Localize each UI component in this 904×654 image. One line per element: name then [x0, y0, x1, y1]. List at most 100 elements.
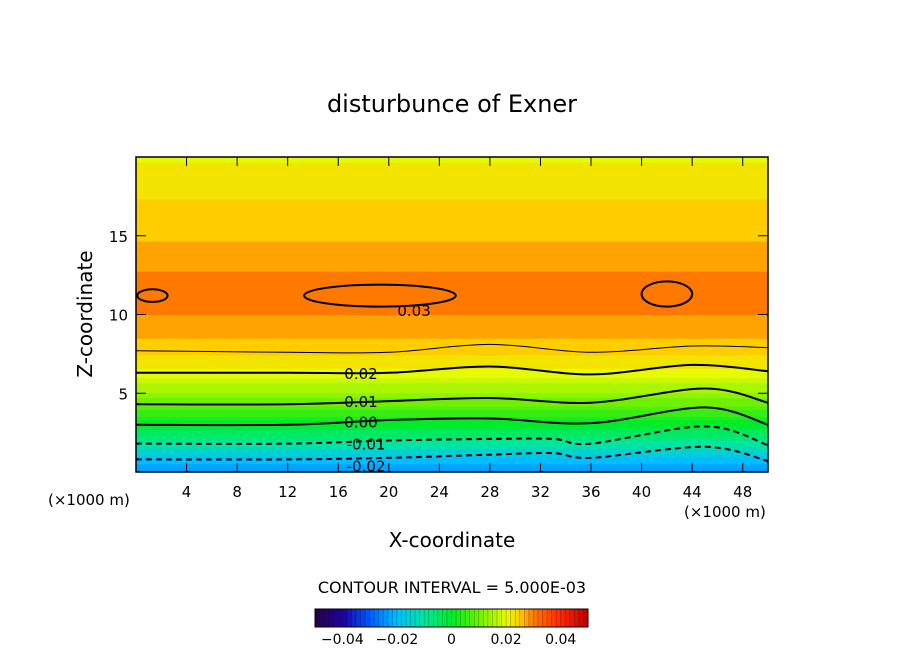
colorbar-segment: [355, 609, 361, 627]
colorbar-segment: [433, 609, 439, 627]
colorbar-segment: [424, 609, 430, 627]
x-unit-label-right: (×1000 m): [684, 503, 766, 521]
colorbar-segment: [478, 609, 484, 627]
x-tick-label: 28: [480, 483, 499, 501]
field-band: [136, 321, 768, 327]
colorbar-segment: [365, 609, 371, 627]
field-band: [136, 341, 768, 347]
colorbar-segment: [387, 609, 393, 627]
field-band: [136, 382, 768, 389]
field-band: [136, 310, 768, 315]
colorbar-segment: [324, 609, 330, 627]
colorbar-segment: [342, 609, 348, 627]
y-tick-label: 10: [109, 307, 128, 325]
colorbar-segment: [578, 609, 584, 627]
colorbar-segment: [374, 609, 380, 627]
field-band: [136, 329, 768, 335]
field-band: [136, 177, 768, 184]
field-band: [136, 230, 768, 237]
field-band: [136, 286, 768, 292]
field-band: [136, 254, 768, 260]
colorbar-segment: [460, 609, 466, 627]
colorbar-segment: [519, 609, 525, 627]
colorbar-segment: [492, 609, 498, 627]
filled-contour-field: [136, 157, 768, 472]
field-band: [136, 245, 768, 252]
field-band: [136, 333, 768, 339]
field-band: [136, 445, 768, 450]
y-tick-label: 5: [118, 385, 128, 403]
contour-line: [136, 445, 768, 462]
colorbar-segment: [556, 609, 562, 627]
field-band: [136, 422, 768, 428]
field-band: [136, 419, 768, 424]
colorbar-frame: [314, 608, 589, 628]
colorbar-segment: [428, 609, 434, 627]
colorbar-segment: [446, 609, 452, 627]
contour-interval-text: CONTOUR INTERVAL = 5.000E-03: [318, 578, 586, 597]
contour-label: 0.01: [344, 393, 377, 411]
colorbar-segment: [510, 609, 516, 627]
field-band: [136, 198, 768, 205]
field-band: [136, 448, 768, 453]
colorbar-tick-label: 0.04: [545, 632, 576, 648]
contour-line-closed: [303, 283, 457, 308]
field-band: [136, 182, 768, 189]
field-band: [136, 432, 768, 438]
colorbar-segment: [497, 609, 503, 627]
field-band: [136, 214, 768, 221]
colorbar-segment: [569, 609, 575, 627]
colorbar-segment: [392, 609, 398, 627]
contour-label: 0.00: [344, 414, 377, 432]
colorbar-segment: [401, 609, 407, 627]
colorbar-segment: [369, 609, 375, 627]
colorbar-segment: [328, 609, 334, 627]
field-band: [136, 345, 768, 351]
field-band: [136, 314, 768, 319]
x-tick-label: 20: [379, 483, 398, 501]
field-band: [136, 325, 768, 331]
x-tick-label: 36: [581, 483, 600, 501]
field-band: [136, 397, 768, 404]
colorbar-tick-label: −0.02: [375, 632, 418, 648]
colorbar-segment: [524, 609, 530, 627]
field-band: [136, 157, 768, 163]
field-band: [136, 354, 768, 360]
colorbar-segment: [442, 609, 448, 627]
field-band: [136, 367, 768, 374]
field-band: [136, 203, 768, 210]
field-band: [136, 235, 768, 242]
field-band: [136, 469, 768, 472]
field-band: [136, 387, 768, 394]
colorbar-segment: [378, 609, 384, 627]
colorbar-segment: [506, 609, 512, 627]
field-band: [136, 302, 768, 308]
colorbar-segment: [483, 609, 489, 627]
colorbar-segment: [337, 609, 343, 627]
colorbar-segment: [487, 609, 493, 627]
y-axis-label: Z-coordinate: [73, 250, 97, 377]
field-band: [136, 412, 768, 417]
field-band: [136, 266, 768, 272]
field-band: [136, 270, 768, 276]
field-band: [136, 451, 768, 455]
contour-line-closed: [136, 288, 169, 303]
x-axis-ticks: 4 8 12 16 20 24 28 32 36 40 44 48: [182, 157, 752, 501]
colorbar-segment: [528, 609, 534, 627]
field-band: [136, 193, 768, 200]
colorbar-segment: [410, 609, 416, 627]
field-band: [136, 306, 768, 312]
colorbar-segment: [574, 609, 580, 627]
colorbar-segment: [383, 609, 389, 627]
field-band: [136, 349, 768, 356]
field-band: [136, 429, 768, 434]
field-band: [136, 167, 768, 174]
field-band: [136, 363, 768, 369]
x-axis-label: X-coordinate: [389, 528, 516, 552]
colorbar-segment: [551, 609, 557, 627]
x-tick-label: 12: [278, 483, 297, 501]
field-band: [136, 439, 768, 445]
contour-line: [136, 387, 768, 406]
colorbar-segment: [437, 609, 443, 627]
